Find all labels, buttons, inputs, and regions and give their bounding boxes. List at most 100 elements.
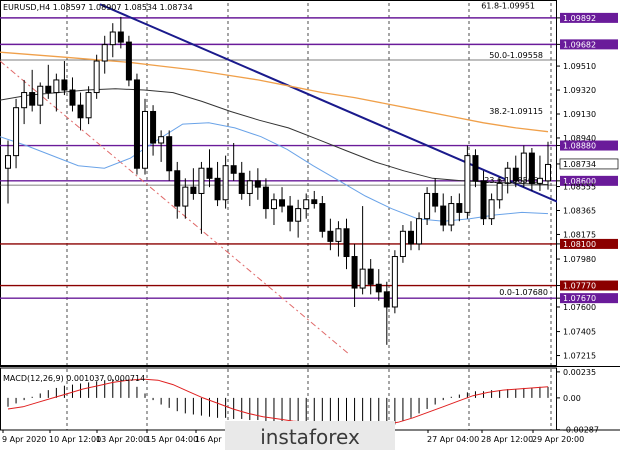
candle-bear bbox=[166, 136, 173, 172]
symbol-header: EURUSD,H4 1.08597 1.08907 1.08534 1.0873… bbox=[3, 3, 193, 12]
time-label: 16 Apr 12:00 bbox=[195, 435, 247, 444]
candle-bull bbox=[295, 208, 302, 222]
candle-bear bbox=[528, 152, 535, 184]
time-label: 28 Apr 12:00 bbox=[481, 435, 533, 444]
macd-axis-bg bbox=[557, 367, 620, 431]
candle-bear bbox=[150, 110, 157, 144]
candle-bull bbox=[53, 79, 60, 94]
candle-bull bbox=[424, 192, 431, 220]
ma-black bbox=[0, 88, 549, 186]
candle-bear bbox=[214, 177, 221, 201]
price-tick-label: 1.09682 bbox=[563, 40, 596, 49]
price-tick-label: 1.07670 bbox=[563, 294, 596, 303]
candle-bear bbox=[117, 31, 124, 43]
candle-bull bbox=[37, 85, 44, 106]
candle-bear bbox=[125, 41, 132, 81]
candle-bull bbox=[5, 155, 11, 169]
candle-bear bbox=[375, 283, 382, 293]
price-tick-label: 1.08734 bbox=[563, 160, 596, 169]
fib-label: 38.2-1.09115 bbox=[489, 107, 543, 116]
price-tag bbox=[560, 238, 618, 249]
ma-orange bbox=[0, 51, 549, 133]
candle-bear bbox=[351, 256, 358, 289]
watermark-text: instaforex bbox=[260, 425, 360, 449]
candle-bear bbox=[319, 203, 326, 232]
fib-label: 61.8-1.09951 bbox=[481, 1, 535, 10]
candle-bull bbox=[536, 177, 543, 184]
price-tick-label: 1.09892 bbox=[563, 14, 596, 23]
candle-bear bbox=[230, 165, 237, 174]
price-tag bbox=[560, 293, 618, 304]
price-panel-frame bbox=[0, 0, 557, 366]
price-tick-label: 1.08880 bbox=[563, 142, 596, 151]
candle-bear bbox=[512, 167, 519, 182]
fib-labels: 61.8-1.09951 50.0-1.09558 38.2-1.09115 23.6… bbox=[481, 1, 548, 296]
candle-bear bbox=[407, 230, 414, 245]
candle-bear bbox=[238, 172, 245, 194]
candle-bull bbox=[93, 60, 100, 94]
candle-bear bbox=[133, 79, 140, 169]
price-axis: 1.09892 1.09682 1.09510 1.09320 1.09130 1.089… bbox=[556, 0, 620, 366]
candle-bear bbox=[432, 192, 439, 207]
price-tick-label: 1.07980 bbox=[563, 255, 596, 264]
candle-bear bbox=[254, 180, 261, 188]
candle-bear bbox=[367, 268, 374, 285]
time-label: 27 Apr 04:00 bbox=[427, 435, 479, 444]
candle-bull bbox=[270, 199, 277, 210]
candle-bull bbox=[448, 203, 455, 226]
candle-bull bbox=[545, 163, 551, 182]
candle-bear bbox=[279, 199, 286, 207]
candle-bull bbox=[303, 199, 310, 210]
watermark: instaforex bbox=[225, 421, 395, 450]
price-tick-label: 1.08940 bbox=[563, 134, 596, 143]
overlay: EURUSD,H4 1.08597 1.08907 1.08534 1.0873… bbox=[3, 3, 193, 383]
price-tag bbox=[560, 280, 618, 291]
candle-bear bbox=[480, 180, 487, 220]
candle-bull bbox=[101, 44, 108, 62]
price-tag bbox=[559, 158, 619, 170]
price-tick-label: 1.07600 bbox=[563, 303, 596, 312]
candle-bear bbox=[383, 291, 390, 308]
candle-bear bbox=[190, 186, 197, 194]
candle-bull bbox=[13, 107, 20, 157]
macd-tick-label: 0.00235 bbox=[563, 368, 596, 377]
ma-blue bbox=[0, 122, 549, 222]
price-tick-label: 1.08175 bbox=[563, 230, 596, 239]
candle-bull bbox=[182, 186, 189, 207]
price-tick-label: 1.08100 bbox=[563, 240, 596, 249]
candle-bear bbox=[311, 199, 318, 205]
candle-bear bbox=[77, 104, 84, 119]
candle-bull bbox=[416, 218, 423, 245]
candle-bear bbox=[174, 170, 181, 207]
candle-bear bbox=[327, 230, 334, 242]
candle-bear bbox=[61, 79, 68, 91]
candle-bull bbox=[109, 31, 116, 46]
candle-bull bbox=[198, 167, 205, 194]
candle-bull bbox=[158, 136, 165, 144]
candle-bull bbox=[399, 230, 406, 258]
price-tick-label: 1.08600 bbox=[563, 177, 596, 186]
macd-label: MACD(12,26,9) 0.001037 0.000714 bbox=[3, 374, 145, 383]
candle-bear bbox=[287, 205, 294, 222]
candle-bull bbox=[335, 228, 342, 242]
candle-bull bbox=[222, 165, 229, 201]
time-label: 10 Apr 12:00 bbox=[49, 435, 101, 444]
fib-label: 23.6-1.08566 bbox=[484, 176, 538, 185]
candle-bull bbox=[359, 268, 366, 289]
price-tag bbox=[560, 39, 618, 50]
trend-lines bbox=[0, 3, 620, 356]
candle-bull bbox=[21, 92, 28, 109]
fib-label: 0.0-1.07680 bbox=[499, 288, 548, 297]
price-tick-label: 1.07215 bbox=[563, 352, 596, 361]
candle-bear bbox=[440, 205, 447, 226]
price-tick-label: 1.08365 bbox=[563, 206, 596, 215]
macd-tick-label: 0.00 bbox=[563, 394, 581, 403]
fib-label: 50.0-1.09558 bbox=[489, 51, 543, 60]
candle-bull bbox=[85, 92, 92, 119]
watermark-banner bbox=[225, 421, 395, 450]
price-tick-label: 1.09130 bbox=[563, 110, 596, 119]
projection-line bbox=[0, 60, 351, 356]
price-tick-label: 1.07405 bbox=[563, 328, 596, 337]
